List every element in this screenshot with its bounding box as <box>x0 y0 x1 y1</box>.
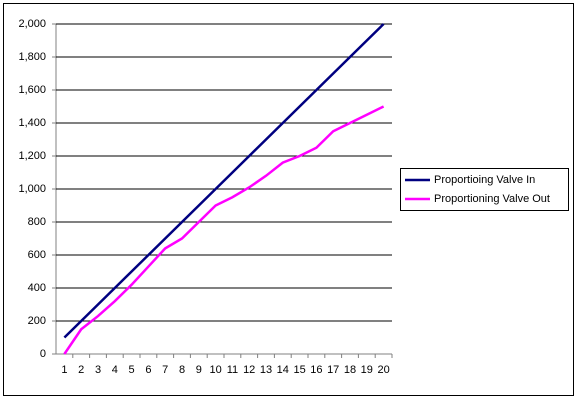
x-tick-label: 8 <box>179 364 185 376</box>
x-tick-label: 12 <box>243 364 255 376</box>
series-line <box>63 23 385 339</box>
x-tick-label: 18 <box>344 364 356 376</box>
x-tick-label: 9 <box>196 364 202 376</box>
x-tick-label: 16 <box>310 364 322 376</box>
x-tick-label: 7 <box>162 364 168 376</box>
x-tick-label: 6 <box>145 364 151 376</box>
series-line <box>63 105 385 355</box>
y-tick-label: 1,200 <box>18 150 46 162</box>
x-tick-label: 3 <box>95 364 101 376</box>
y-tick-label: 600 <box>28 249 46 261</box>
y-tick-label: 400 <box>28 282 46 294</box>
x-tick-label: 14 <box>277 364 289 376</box>
y-tick-label: 0 <box>40 348 46 360</box>
x-tick-label: 5 <box>129 364 135 376</box>
legend-label: Proportioing Valve In <box>434 174 535 186</box>
y-tick-label: 1,400 <box>18 117 46 129</box>
y-tick-label: 1,000 <box>18 183 46 195</box>
x-tick-label: 2 <box>78 364 84 376</box>
y-tick-label: 1,800 <box>18 51 46 63</box>
x-tick-label: 1 <box>61 364 67 376</box>
legend-box <box>400 168 569 211</box>
x-tick-label: 4 <box>112 364 118 376</box>
legend-label: Proportioning Valve Out <box>434 193 550 205</box>
x-tick-label: 19 <box>361 364 373 376</box>
legend <box>400 168 569 211</box>
y-tick-label: 2,000 <box>18 18 46 30</box>
x-tick-label: 17 <box>327 364 339 376</box>
y-tick-label: 1,600 <box>18 84 46 96</box>
y-tick-label: 200 <box>28 315 46 327</box>
x-tick-label: 10 <box>209 364 221 376</box>
x-tick-label: 11 <box>227 364 238 376</box>
y-tick-label: 800 <box>28 216 46 228</box>
x-tick-label: 13 <box>260 364 272 376</box>
x-tick-label: 15 <box>293 364 305 376</box>
x-tick-label: 20 <box>377 364 389 376</box>
